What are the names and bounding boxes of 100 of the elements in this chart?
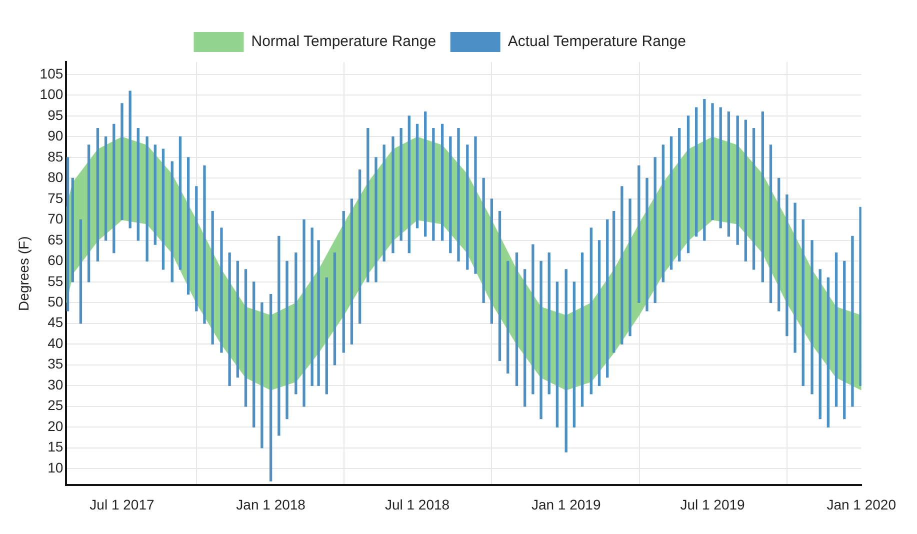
bar [564,269,568,452]
bar [87,144,90,282]
bar [719,107,722,228]
bar [646,178,648,312]
bar [818,269,822,420]
bar [843,260,846,420]
y-tick-label: 65 [48,231,64,248]
bar [71,178,74,282]
bar [638,165,640,303]
bar [598,240,601,386]
bar [146,136,148,262]
bar [711,103,714,220]
bar [654,157,656,303]
bar [236,260,239,378]
bar [851,236,854,407]
legend-label: Actual Temperature Range [508,33,686,50]
bar [466,144,469,270]
y-tick-label: 70 [48,210,64,227]
bar [416,124,419,228]
bar [524,269,526,407]
bar [612,211,616,353]
bar [252,282,256,428]
bar [490,198,493,324]
bar [761,111,764,282]
bar [826,277,830,428]
bar [278,236,280,436]
y-tick-label: 35 [48,356,64,372]
bar [786,194,788,336]
x-tick-label: Jan 1 2020 [826,496,896,512]
y-tick-label: 20 [48,418,64,434]
bar [580,252,584,407]
bar [695,107,698,237]
y-tick-label: 45 [48,314,64,330]
bar [260,302,264,448]
bar [366,128,370,282]
bar [556,282,559,428]
bar [449,136,452,254]
bar [294,252,298,394]
y-tick-label: 90 [48,128,64,144]
bar [342,211,345,353]
bar [244,269,248,407]
bar [678,128,681,262]
bar [162,148,165,270]
bar [834,252,838,407]
y-tick-label: 85 [48,148,64,164]
bar [104,136,108,241]
bar [400,128,402,241]
bar [269,294,272,482]
bar [228,252,231,386]
y-tick-label: 40 [48,334,64,351]
bar [317,240,320,386]
bar [382,144,386,262]
bar [128,90,132,228]
bar [670,136,673,270]
bar [703,99,706,241]
bar [178,136,182,270]
bar [628,198,632,336]
bar [120,103,124,220]
bar [620,186,624,344]
bar [686,116,690,254]
bar [532,244,534,394]
bar [662,144,664,282]
bar [859,206,862,386]
bar [186,157,190,295]
bar [310,228,314,386]
x-tick-label: Jul 1 2017 [90,496,154,512]
bar [802,219,804,386]
bar [220,228,223,353]
bar [572,282,576,428]
bar [474,136,477,274]
bar [79,219,82,324]
bar [170,161,174,282]
y-tick-label: 60 [48,252,64,268]
y-tick-label: 80 [48,169,64,186]
bar [540,260,542,420]
bar [548,252,550,394]
bar [286,260,288,420]
bar [727,111,730,237]
x-tick-label: Jan 1 2018 [236,496,306,512]
bar [358,170,362,324]
bar [506,260,510,374]
bar [374,157,378,282]
bar [392,136,394,254]
y-tick-label: 15 [48,438,64,455]
bar [810,240,814,394]
y-tick-label: 30 [48,376,64,392]
y-tick-label: 105 [40,65,64,82]
bar [432,128,435,241]
x-tick-label: Jul 1 2018 [384,496,450,512]
bar [211,211,214,344]
bar [203,165,206,324]
y-tick-label: 10 [48,459,64,476]
bar [96,128,100,262]
bar [590,228,592,394]
y-axis-title: Degrees (F) [15,236,32,311]
bar [333,252,336,366]
bar [154,144,156,245]
bar [736,116,739,245]
bar [350,198,354,344]
bar [769,144,772,303]
